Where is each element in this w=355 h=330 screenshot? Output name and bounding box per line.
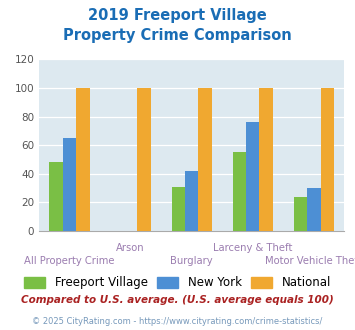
Bar <box>171 187 185 231</box>
Bar <box>246 122 260 231</box>
Bar <box>260 88 273 231</box>
Text: Larceny & Theft: Larceny & Theft <box>213 243 293 252</box>
Bar <box>76 88 90 231</box>
Text: Motor Vehicle Theft: Motor Vehicle Theft <box>266 256 355 266</box>
Bar <box>185 171 198 231</box>
Text: Arson: Arson <box>116 243 145 252</box>
Text: Property Crime Comparison: Property Crime Comparison <box>63 28 292 43</box>
Bar <box>49 162 63 231</box>
Bar <box>321 88 334 231</box>
Text: 2019 Freeport Village: 2019 Freeport Village <box>88 8 267 23</box>
Bar <box>137 88 151 231</box>
Bar <box>198 88 212 231</box>
Bar <box>63 138 76 231</box>
Bar <box>233 152 246 231</box>
Text: Compared to U.S. average. (U.S. average equals 100): Compared to U.S. average. (U.S. average … <box>21 295 334 305</box>
Bar <box>294 197 307 231</box>
Text: All Property Crime: All Property Crime <box>24 256 115 266</box>
Legend: Freeport Village, New York, National: Freeport Village, New York, National <box>19 272 336 294</box>
Text: Burglary: Burglary <box>170 256 213 266</box>
Text: © 2025 CityRating.com - https://www.cityrating.com/crime-statistics/: © 2025 CityRating.com - https://www.city… <box>32 317 323 326</box>
Bar <box>307 188 321 231</box>
